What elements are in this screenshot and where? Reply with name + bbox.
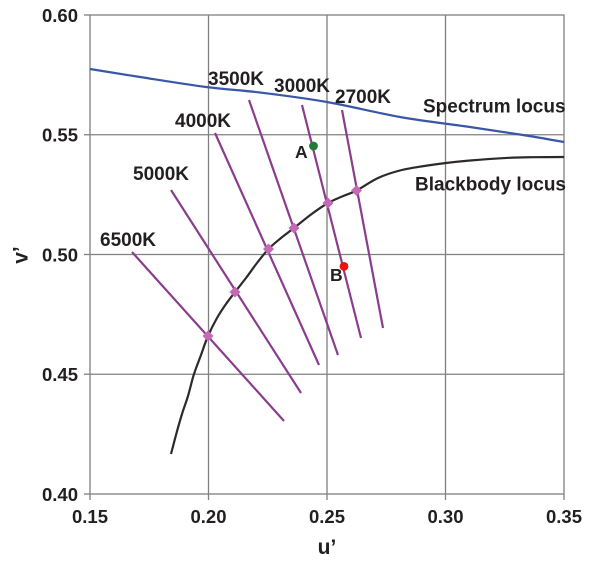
svg-text:0.30: 0.30 — [427, 506, 463, 527]
svg-text:3500K: 3500K — [208, 69, 264, 90]
svg-text:3000K: 3000K — [274, 76, 330, 97]
svg-text:0.60: 0.60 — [42, 5, 78, 26]
svg-text:0.45: 0.45 — [42, 364, 78, 385]
svg-text:Spectrum locus: Spectrum locus — [423, 97, 566, 118]
svg-text:0.20: 0.20 — [190, 506, 226, 527]
svg-text:0.40: 0.40 — [42, 484, 78, 505]
svg-text:0.25: 0.25 — [309, 506, 345, 527]
svg-text:u’: u’ — [318, 536, 337, 559]
svg-text:0.15: 0.15 — [72, 506, 108, 527]
svg-text:4000K: 4000K — [175, 111, 231, 132]
svg-text:2700K: 2700K — [335, 87, 391, 108]
svg-text:5000K: 5000K — [133, 164, 189, 185]
svg-text:0.35: 0.35 — [546, 506, 582, 527]
svg-text:0.55: 0.55 — [42, 125, 78, 146]
svg-text:B: B — [330, 265, 343, 285]
svg-text:0.50: 0.50 — [42, 245, 78, 266]
svg-text:A: A — [295, 142, 308, 162]
svg-text:Blackbody locus: Blackbody locus — [415, 175, 566, 196]
svg-text:6500K: 6500K — [100, 230, 156, 251]
svg-text:v’: v’ — [10, 246, 33, 264]
